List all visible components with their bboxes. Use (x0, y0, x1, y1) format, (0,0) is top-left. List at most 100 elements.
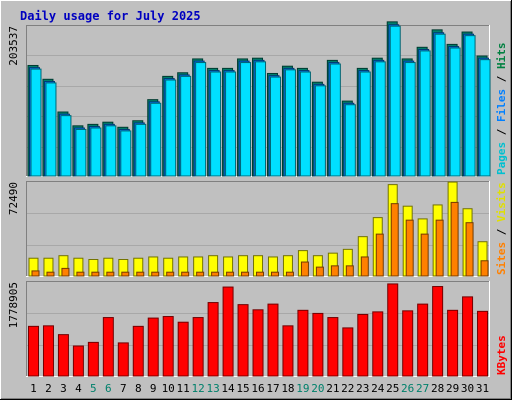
bar-pages-day-13 (210, 71, 222, 177)
legend-visits: Sites / Visits (495, 182, 508, 275)
bar-kbytes-day-25 (387, 283, 399, 377)
bar-sites-day-11 (181, 271, 190, 277)
y-max-label-visits: 72490 (7, 182, 20, 215)
x-tick-label-day-7: 7 (120, 382, 127, 395)
bar-sites-day-5 (91, 271, 100, 277)
legend-separator: / (495, 122, 508, 142)
bar-sites-day-8 (136, 271, 145, 277)
bar-sites-day-24 (375, 233, 384, 277)
bar-sites-day-19 (300, 261, 309, 277)
x-tick-label-day-20: 20 (311, 382, 324, 395)
bar-pages-day-25 (389, 25, 401, 177)
chart-title: Daily usage for July 2025 (20, 9, 201, 23)
x-tick-label-day-23: 23 (356, 382, 369, 395)
legend-separator: / (495, 69, 508, 89)
bar-sites-day-29 (450, 201, 459, 277)
x-tick-label-day-5: 5 (90, 382, 97, 395)
legend-kbytes: KBytes (495, 335, 508, 375)
bar-kbytes-day-5 (87, 341, 99, 377)
bar-kbytes-day-22 (342, 327, 354, 377)
bar-kbytes-day-2 (42, 325, 54, 377)
x-tick-label-day-2: 2 (45, 382, 52, 395)
legend-hits: Pages / Files / Hits (495, 43, 508, 176)
x-tick-label-day-29: 29 (446, 382, 459, 395)
bar-pages-day-31 (479, 59, 491, 177)
bar-kbytes-day-28 (432, 286, 444, 377)
bar-pages-day-3 (60, 115, 72, 177)
bar-kbytes-day-9 (147, 317, 159, 377)
bar-sites-day-20 (315, 266, 324, 277)
bar-sites-day-6 (106, 271, 115, 277)
bar-kbytes-day-8 (132, 325, 144, 377)
x-tick-label-day-24: 24 (371, 382, 385, 395)
panel-hits: 203537 Pages / Files / Hits (7, 21, 508, 177)
bar-pages-day-27 (419, 50, 431, 177)
bar-pages-day-6 (105, 125, 117, 177)
bar-sites-day-7 (121, 271, 130, 277)
bar-sites-day-17 (270, 271, 279, 277)
bar-kbytes-day-12 (192, 317, 204, 377)
x-tick-label-day-12: 12 (192, 382, 205, 395)
x-tick-label-day-8: 8 (135, 382, 142, 395)
x-tick-label-day-10: 10 (162, 382, 175, 395)
legend-item-kbytes: KBytes (495, 335, 508, 375)
bars-visits (28, 181, 489, 277)
bar-kbytes-day-11 (177, 321, 189, 377)
bar-pages-day-18 (284, 69, 296, 177)
bar-pages-day-4 (75, 128, 87, 177)
x-tick-label-day-26: 26 (401, 382, 414, 395)
bars-kbytes (28, 283, 489, 377)
bar-sites-day-21 (330, 265, 339, 277)
bar-kbytes-day-16 (252, 309, 264, 377)
bar-sites-day-3 (61, 267, 70, 277)
bar-kbytes-day-24 (372, 311, 384, 377)
bar-sites-day-2 (46, 271, 55, 277)
bar-pages-day-5 (90, 127, 102, 177)
bar-pages-day-19 (299, 71, 311, 177)
y-max-label-kbytes: 1778905 (7, 282, 20, 328)
bar-kbytes-day-19 (297, 309, 309, 377)
bar-kbytes-day-15 (237, 304, 249, 377)
bar-pages-day-26 (404, 62, 416, 177)
bar-pages-day-21 (329, 63, 341, 177)
legend-item-sites: Sites (495, 242, 508, 275)
bar-sites-day-1 (31, 270, 40, 277)
x-tick-label-day-31: 31 (476, 382, 489, 395)
bar-kbytes-day-20 (312, 312, 324, 377)
bar-sites-day-30 (465, 222, 474, 277)
x-tick-label-day-28: 28 (431, 382, 444, 395)
legend-item-pages: Pages (495, 142, 508, 175)
x-tick-label-day-13: 13 (206, 382, 219, 395)
bar-sites-day-23 (360, 256, 369, 277)
bar-pages-day-10 (165, 79, 177, 177)
legend-item-files: Files (495, 89, 508, 122)
panel-kbytes: 1778905 KBytes (7, 281, 508, 377)
bar-pages-day-22 (344, 104, 356, 177)
bar-pages-day-9 (150, 102, 162, 177)
bar-kbytes-day-4 (72, 345, 84, 377)
bar-kbytes-day-23 (357, 313, 369, 377)
x-axis-tick-labels: 1 2 3 4 5 6 7 8 9 10 11 12 13 14 15 16 17 18 19 20 21 22 23 24 2… (30, 382, 489, 395)
bar-kbytes-day-6 (102, 317, 114, 377)
legend-separator: / (495, 222, 508, 242)
bar-pages-day-17 (269, 76, 281, 177)
bar-sites-day-12 (196, 271, 205, 277)
legend-item-visits: Visits (495, 182, 508, 222)
bar-kbytes-day-13 (207, 302, 219, 377)
bar-pages-day-28 (434, 33, 446, 177)
bars-hits (27, 21, 491, 177)
bar-kbytes-day-27 (417, 303, 429, 377)
bar-pages-day-2 (45, 82, 57, 177)
x-tick-label-day-9: 9 (150, 382, 157, 395)
legend-item-hits: Hits (495, 43, 508, 70)
bar-pages-day-8 (135, 123, 147, 177)
bar-pages-day-16 (255, 61, 267, 177)
bar-kbytes-day-1 (28, 325, 39, 377)
bar-pages-day-23 (359, 71, 371, 177)
chart-panels: 203537 Pages / Files / Hits 72490 Sites / V… (7, 21, 508, 377)
x-tick-label-day-4: 4 (75, 382, 82, 395)
x-tick-label-day-21: 21 (326, 382, 339, 395)
bar-sites-day-13 (211, 271, 220, 277)
